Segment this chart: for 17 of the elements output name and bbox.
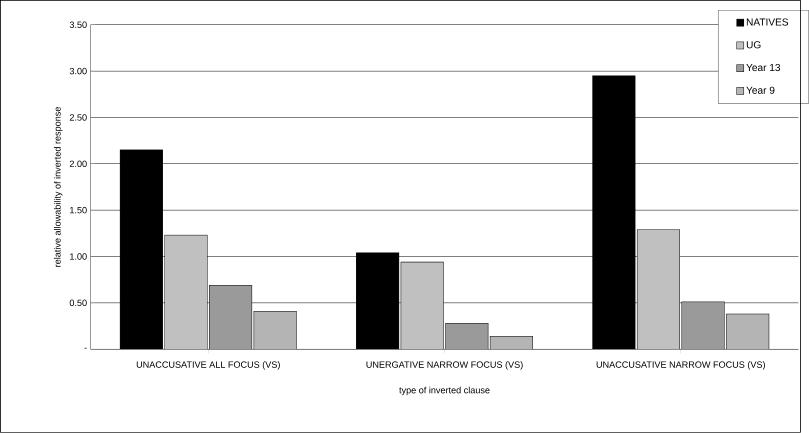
- y-tick-label: 2.50: [70, 114, 87, 121]
- legend-label: Year 9: [746, 86, 774, 94]
- legend-label: NATIVES: [746, 18, 788, 26]
- legend-label: UG: [746, 41, 760, 48]
- x-tick-label: UNERGATIVE NARROW FOCUS (VS): [366, 361, 523, 370]
- y-tick-label: 1.00: [70, 253, 87, 260]
- y-tick-label: 3.00: [70, 68, 87, 74]
- x-tick-label: UNACCUSATIVE ALL FOCUS (VS): [136, 361, 280, 370]
- y-tick-label: 1.50: [70, 207, 87, 214]
- y-tick-label: 0.50: [70, 300, 87, 306]
- x-tick-label: UNACCUSATIVE NARROW FOCUS (VS): [596, 361, 765, 370]
- y-tick-label: -: [84, 348, 87, 349]
- y-tick-label: 2.00: [70, 160, 87, 168]
- legend-label: Year 13: [746, 64, 780, 72]
- y-tick-label: 3.50: [70, 22, 87, 28]
- y-axis-title: relative allowability of inverted response: [54, 107, 62, 267]
- x-axis-title: type of inverted clause: [399, 386, 490, 396]
